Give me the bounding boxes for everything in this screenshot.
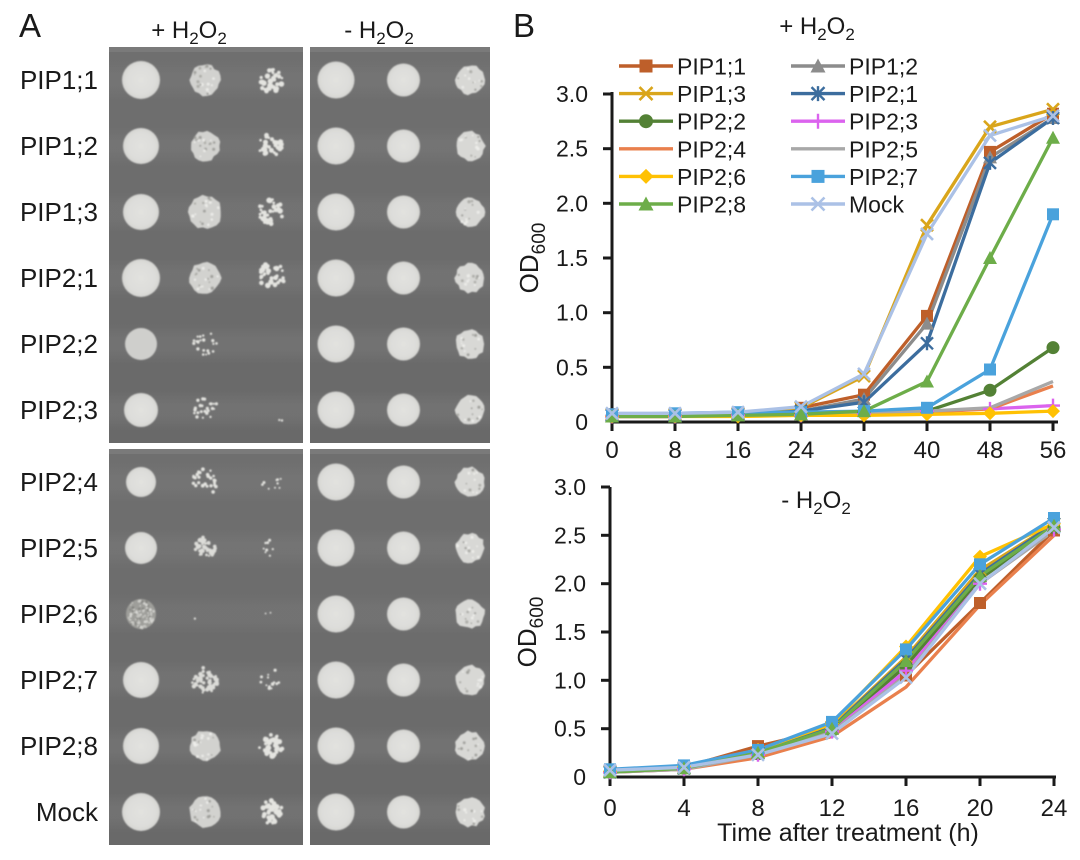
svg-text:+ H2O2: + H2O2 <box>151 17 227 48</box>
svg-text:+ H2O2: + H2O2 <box>779 13 855 44</box>
svg-text:16: 16 <box>725 437 752 464</box>
svg-text:2.0: 2.0 <box>556 190 588 216</box>
svg-text:2.5: 2.5 <box>554 522 586 548</box>
svg-text:3.0: 3.0 <box>554 474 586 500</box>
svg-text:1.5: 1.5 <box>554 619 586 645</box>
svg-text:A: A <box>19 7 41 44</box>
svg-text:8: 8 <box>668 437 681 464</box>
svg-text:4: 4 <box>677 795 690 822</box>
svg-text:12: 12 <box>819 795 846 822</box>
svg-text:PIP2;8: PIP2;8 <box>677 192 746 218</box>
svg-text:B: B <box>513 7 535 44</box>
svg-text:0: 0 <box>573 764 586 790</box>
svg-text:PIP2;8: PIP2;8 <box>20 731 98 761</box>
svg-text:48: 48 <box>977 437 1004 464</box>
svg-text:1.0: 1.0 <box>556 300 588 326</box>
svg-text:PIP2;3: PIP2;3 <box>20 395 98 425</box>
svg-text:Time after treatment (h): Time after treatment (h) <box>717 819 979 847</box>
svg-text:OD600: OD600 <box>514 223 550 294</box>
svg-text:0: 0 <box>605 437 618 464</box>
svg-text:0: 0 <box>575 409 588 435</box>
svg-text:PIP2;2: PIP2;2 <box>677 109 746 135</box>
svg-text:PIP1;2: PIP1;2 <box>20 131 98 161</box>
svg-text:24: 24 <box>788 437 815 464</box>
svg-text:20: 20 <box>967 795 994 822</box>
svg-text:PIP2;1: PIP2;1 <box>849 81 918 107</box>
svg-text:8: 8 <box>751 795 764 822</box>
svg-text:40: 40 <box>914 437 941 464</box>
svg-text:1.5: 1.5 <box>556 245 588 271</box>
svg-text:PIP2;4: PIP2;4 <box>677 136 746 162</box>
svg-text:0: 0 <box>603 795 616 822</box>
svg-text:OD600: OD600 <box>512 597 548 668</box>
svg-text:24: 24 <box>1041 795 1068 822</box>
svg-text:0.5: 0.5 <box>554 716 586 742</box>
svg-text:- H2O2: - H2O2 <box>781 487 851 518</box>
svg-text:PIP2;5: PIP2;5 <box>849 136 918 162</box>
svg-text:PIP1;3: PIP1;3 <box>20 197 98 227</box>
svg-text:2.0: 2.0 <box>554 571 586 597</box>
svg-text:PIP2;5: PIP2;5 <box>20 533 98 563</box>
svg-text:56: 56 <box>1040 437 1067 464</box>
svg-text:2.5: 2.5 <box>556 136 588 162</box>
svg-text:Mock: Mock <box>36 797 99 827</box>
svg-text:1.0: 1.0 <box>554 667 586 693</box>
svg-text:32: 32 <box>851 437 878 464</box>
svg-text:16: 16 <box>893 795 920 822</box>
svg-text:PIP2;1: PIP2;1 <box>20 263 98 293</box>
svg-text:PIP2;3: PIP2;3 <box>849 109 918 135</box>
svg-text:- H2O2: - H2O2 <box>344 17 414 48</box>
svg-text:PIP1;1: PIP1;1 <box>20 65 98 95</box>
svg-text:Mock: Mock <box>849 192 904 218</box>
svg-text:PIP1;2: PIP1;2 <box>849 54 918 80</box>
svg-text:3.0: 3.0 <box>556 81 588 107</box>
svg-text:PIP2;4: PIP2;4 <box>20 467 98 497</box>
svg-text:PIP2;6: PIP2;6 <box>677 164 746 190</box>
svg-text:PIP2;7: PIP2;7 <box>20 665 98 695</box>
svg-text:PIP1;3: PIP1;3 <box>677 81 746 107</box>
svg-text:PIP2;2: PIP2;2 <box>20 329 98 359</box>
svg-text:PIP2;6: PIP2;6 <box>20 599 98 629</box>
svg-text:PIP2;7: PIP2;7 <box>849 164 918 190</box>
svg-text:PIP1;1: PIP1;1 <box>677 54 746 80</box>
svg-text:0.5: 0.5 <box>556 354 588 380</box>
